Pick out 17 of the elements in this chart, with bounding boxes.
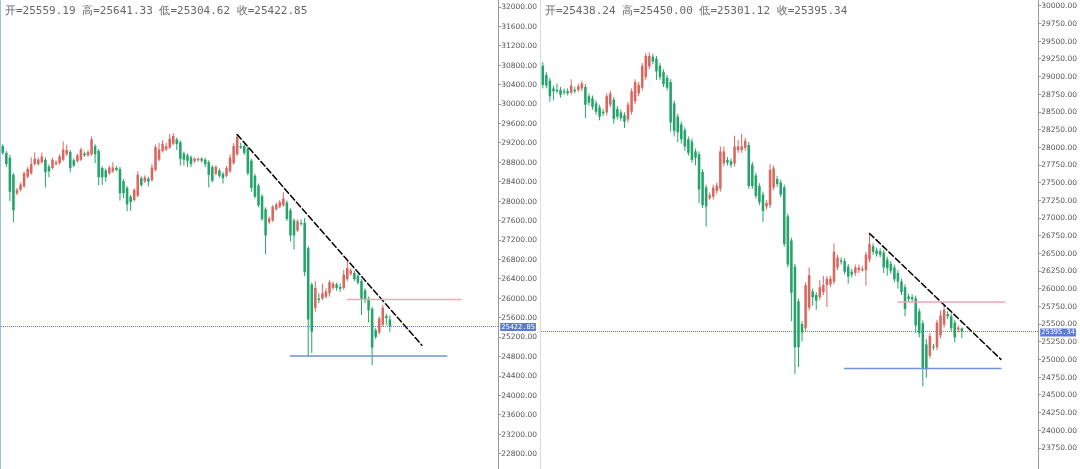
candlestick: [605, 92, 608, 116]
candlestick: [655, 55, 658, 81]
candlestick: [886, 256, 889, 277]
candlestick: [44, 156, 47, 188]
candlestick: [562, 87, 566, 96]
candlestick: [179, 139, 182, 167]
candlestick: [68, 149, 72, 173]
candlestick: [342, 269, 345, 291]
annotation: 开=25559.19 高=25641.33 低=25304.62 收=25422.85: [5, 3, 308, 18]
annotation: 开=25438.24 高=25450.00 低=25301.12 收=25395.34: [545, 3, 848, 18]
candlestick: [733, 135, 736, 167]
candlestick: [90, 135, 93, 157]
candlestick: [360, 278, 363, 316]
candlestick: [882, 249, 885, 274]
candlestick: [314, 280, 317, 313]
candlestick: [584, 83, 587, 119]
candlestick: [740, 133, 743, 154]
